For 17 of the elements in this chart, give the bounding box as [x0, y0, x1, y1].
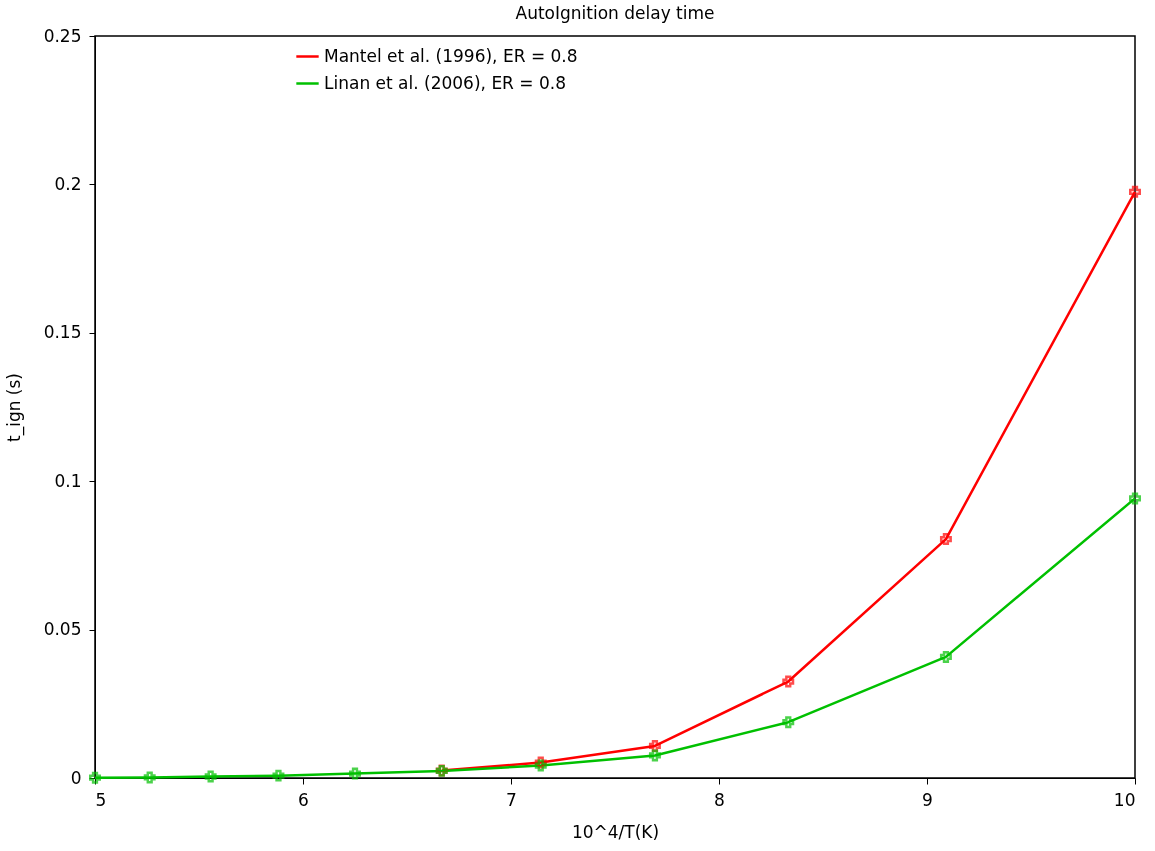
x-tick-label: 5 [95, 789, 107, 810]
y-tick-label: 0 [70, 767, 82, 788]
x-tick-label: 10 [1113, 789, 1136, 810]
y-tick-label: 0.1 [54, 470, 82, 491]
x-tick-label: 8 [714, 789, 725, 810]
x-tick-label: 9 [922, 789, 933, 810]
y-tick-label: 0.15 [43, 322, 82, 343]
y-tick-label: 0.2 [54, 173, 82, 194]
x-tick-label: 7 [506, 789, 517, 810]
chart-title: AutoIgnition delay time [515, 3, 715, 23]
x-tick-label: 6 [298, 789, 309, 810]
legend-label: Linan et al. (2006), ER = 0.8 [324, 72, 567, 93]
y-tick-label: 0.25 [43, 25, 82, 46]
legend-label: Mantel et al. (1996), ER = 0.8 [324, 45, 578, 66]
x-axis-title: 10^4/T(K) [571, 821, 660, 842]
y-tick-label: 0.05 [43, 619, 82, 640]
y-axis-title: t_ign (s) [3, 373, 25, 442]
